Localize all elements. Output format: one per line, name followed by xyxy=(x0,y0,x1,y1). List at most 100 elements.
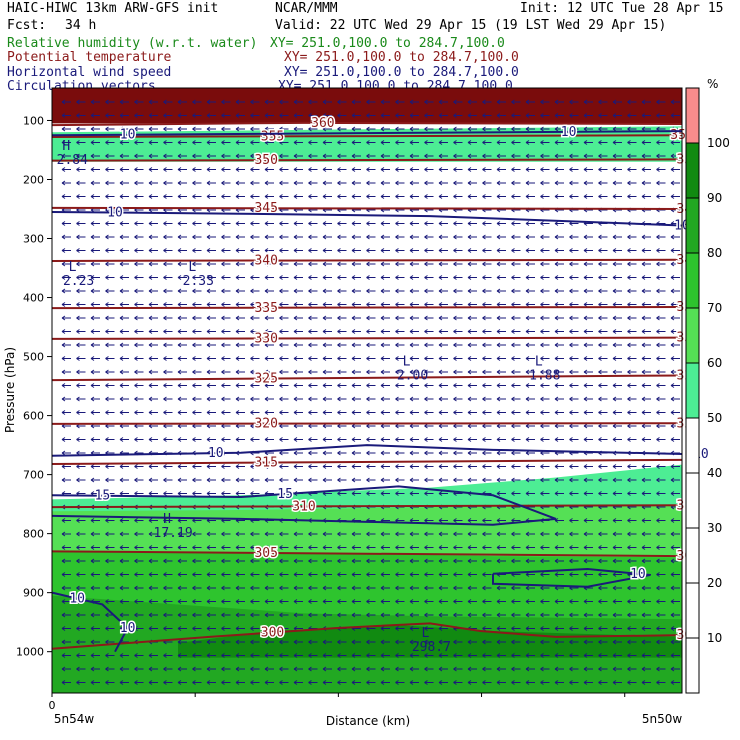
vector-44 xyxy=(76,113,86,118)
vector-1778 xyxy=(279,653,289,658)
extremum-value-0: 2.84 xyxy=(57,153,88,168)
vector-68 xyxy=(424,113,434,118)
vector-337 xyxy=(583,194,593,199)
vector-1205 xyxy=(76,477,86,483)
vector-567 xyxy=(177,275,187,280)
vector-990 xyxy=(76,410,86,415)
theta-label-4-0: 340 xyxy=(254,254,277,269)
vector-1487 xyxy=(424,558,434,564)
vector-466 xyxy=(583,234,593,240)
vector-790 xyxy=(293,342,303,348)
vector-297 xyxy=(627,180,637,186)
vector-600 xyxy=(656,275,666,280)
vector-1254 xyxy=(163,491,173,496)
vector-491 xyxy=(322,248,332,253)
vector-508 xyxy=(569,248,579,253)
vector-262 xyxy=(119,180,129,186)
vector-880 xyxy=(351,369,361,375)
vector-190 xyxy=(322,153,332,159)
vector-1640 xyxy=(148,612,158,618)
vector-1199 xyxy=(612,464,622,469)
vector-631 xyxy=(482,288,492,294)
vector-519 xyxy=(105,261,115,267)
vector-203 xyxy=(511,153,521,159)
vector-343 xyxy=(670,194,680,199)
vector-1083 xyxy=(177,437,187,442)
vector-172 xyxy=(61,153,71,159)
vector-710 xyxy=(380,315,390,321)
vector-565 xyxy=(148,275,158,280)
vector-339 xyxy=(612,194,622,199)
vector-798 xyxy=(409,342,419,348)
vector-603 xyxy=(76,288,86,294)
vector-857 xyxy=(641,356,651,361)
vector-1455 xyxy=(583,545,593,550)
vector-1742 xyxy=(380,639,390,645)
vector-637 xyxy=(569,288,579,294)
vector-388 xyxy=(76,221,86,226)
vector-1486 xyxy=(409,558,419,564)
vector-994 xyxy=(134,410,144,415)
vector-1662 xyxy=(467,612,477,618)
vector-759 xyxy=(467,329,477,334)
vector-1477 xyxy=(279,558,289,564)
vector-23 xyxy=(395,99,405,105)
vector-640 xyxy=(612,288,622,294)
vector-1050 xyxy=(322,423,332,429)
vector-663 xyxy=(322,302,332,307)
vector-1878 xyxy=(482,680,492,685)
vector-98 xyxy=(235,126,245,132)
vector-968 xyxy=(380,396,390,402)
vector-1173 xyxy=(235,464,245,469)
vector-1759 xyxy=(627,639,637,645)
vector-1005 xyxy=(293,410,303,415)
wind-contour-15-2 xyxy=(51,485,557,526)
theta-label-8-0: 320 xyxy=(254,417,277,432)
vector-580 xyxy=(366,275,376,280)
vector-635 xyxy=(540,288,550,294)
vector-268 xyxy=(206,180,216,186)
vector-820 xyxy=(105,356,115,361)
vector-970 xyxy=(409,396,419,402)
vector-461 xyxy=(511,234,521,240)
vector-662 xyxy=(308,302,318,307)
vector-9 xyxy=(192,99,202,105)
vector-657 xyxy=(235,302,245,307)
vector-1414 xyxy=(612,531,622,537)
vector-616 xyxy=(264,288,274,294)
vector-642 xyxy=(641,288,651,294)
vector-1651 xyxy=(308,612,318,618)
vector-610 xyxy=(177,288,187,294)
vector-627 xyxy=(424,288,434,294)
vector-445 xyxy=(279,234,289,240)
vector-1403 xyxy=(453,531,463,537)
vector-1236 xyxy=(525,477,535,483)
vector-754 xyxy=(395,329,405,334)
vector-1540 xyxy=(569,572,579,577)
vector-283 xyxy=(424,180,434,186)
vector-1376 xyxy=(61,531,71,537)
vector-467 xyxy=(598,234,608,240)
vector-198 xyxy=(438,153,448,159)
vector-895 xyxy=(569,369,579,375)
vector-1670 xyxy=(583,612,593,618)
vector-518 xyxy=(90,261,100,267)
vector-238 xyxy=(395,167,405,172)
vector-787 xyxy=(250,342,260,348)
vector-700 xyxy=(235,315,245,321)
vector-163 xyxy=(554,140,564,145)
vector-434 xyxy=(119,234,129,240)
vector-623 xyxy=(366,288,376,294)
vector-271 xyxy=(250,180,260,186)
vector-803 xyxy=(482,342,492,348)
vector-571 xyxy=(235,275,245,280)
vector-650 xyxy=(134,302,144,307)
vector-883 xyxy=(395,369,405,375)
vector-1795 xyxy=(525,653,535,658)
vector-964 xyxy=(322,396,332,402)
vector-180 xyxy=(177,153,187,159)
vector-747 xyxy=(293,329,303,334)
vector-1565 xyxy=(308,585,318,591)
vector-1448 xyxy=(482,545,492,550)
vector-1212 xyxy=(177,477,187,483)
